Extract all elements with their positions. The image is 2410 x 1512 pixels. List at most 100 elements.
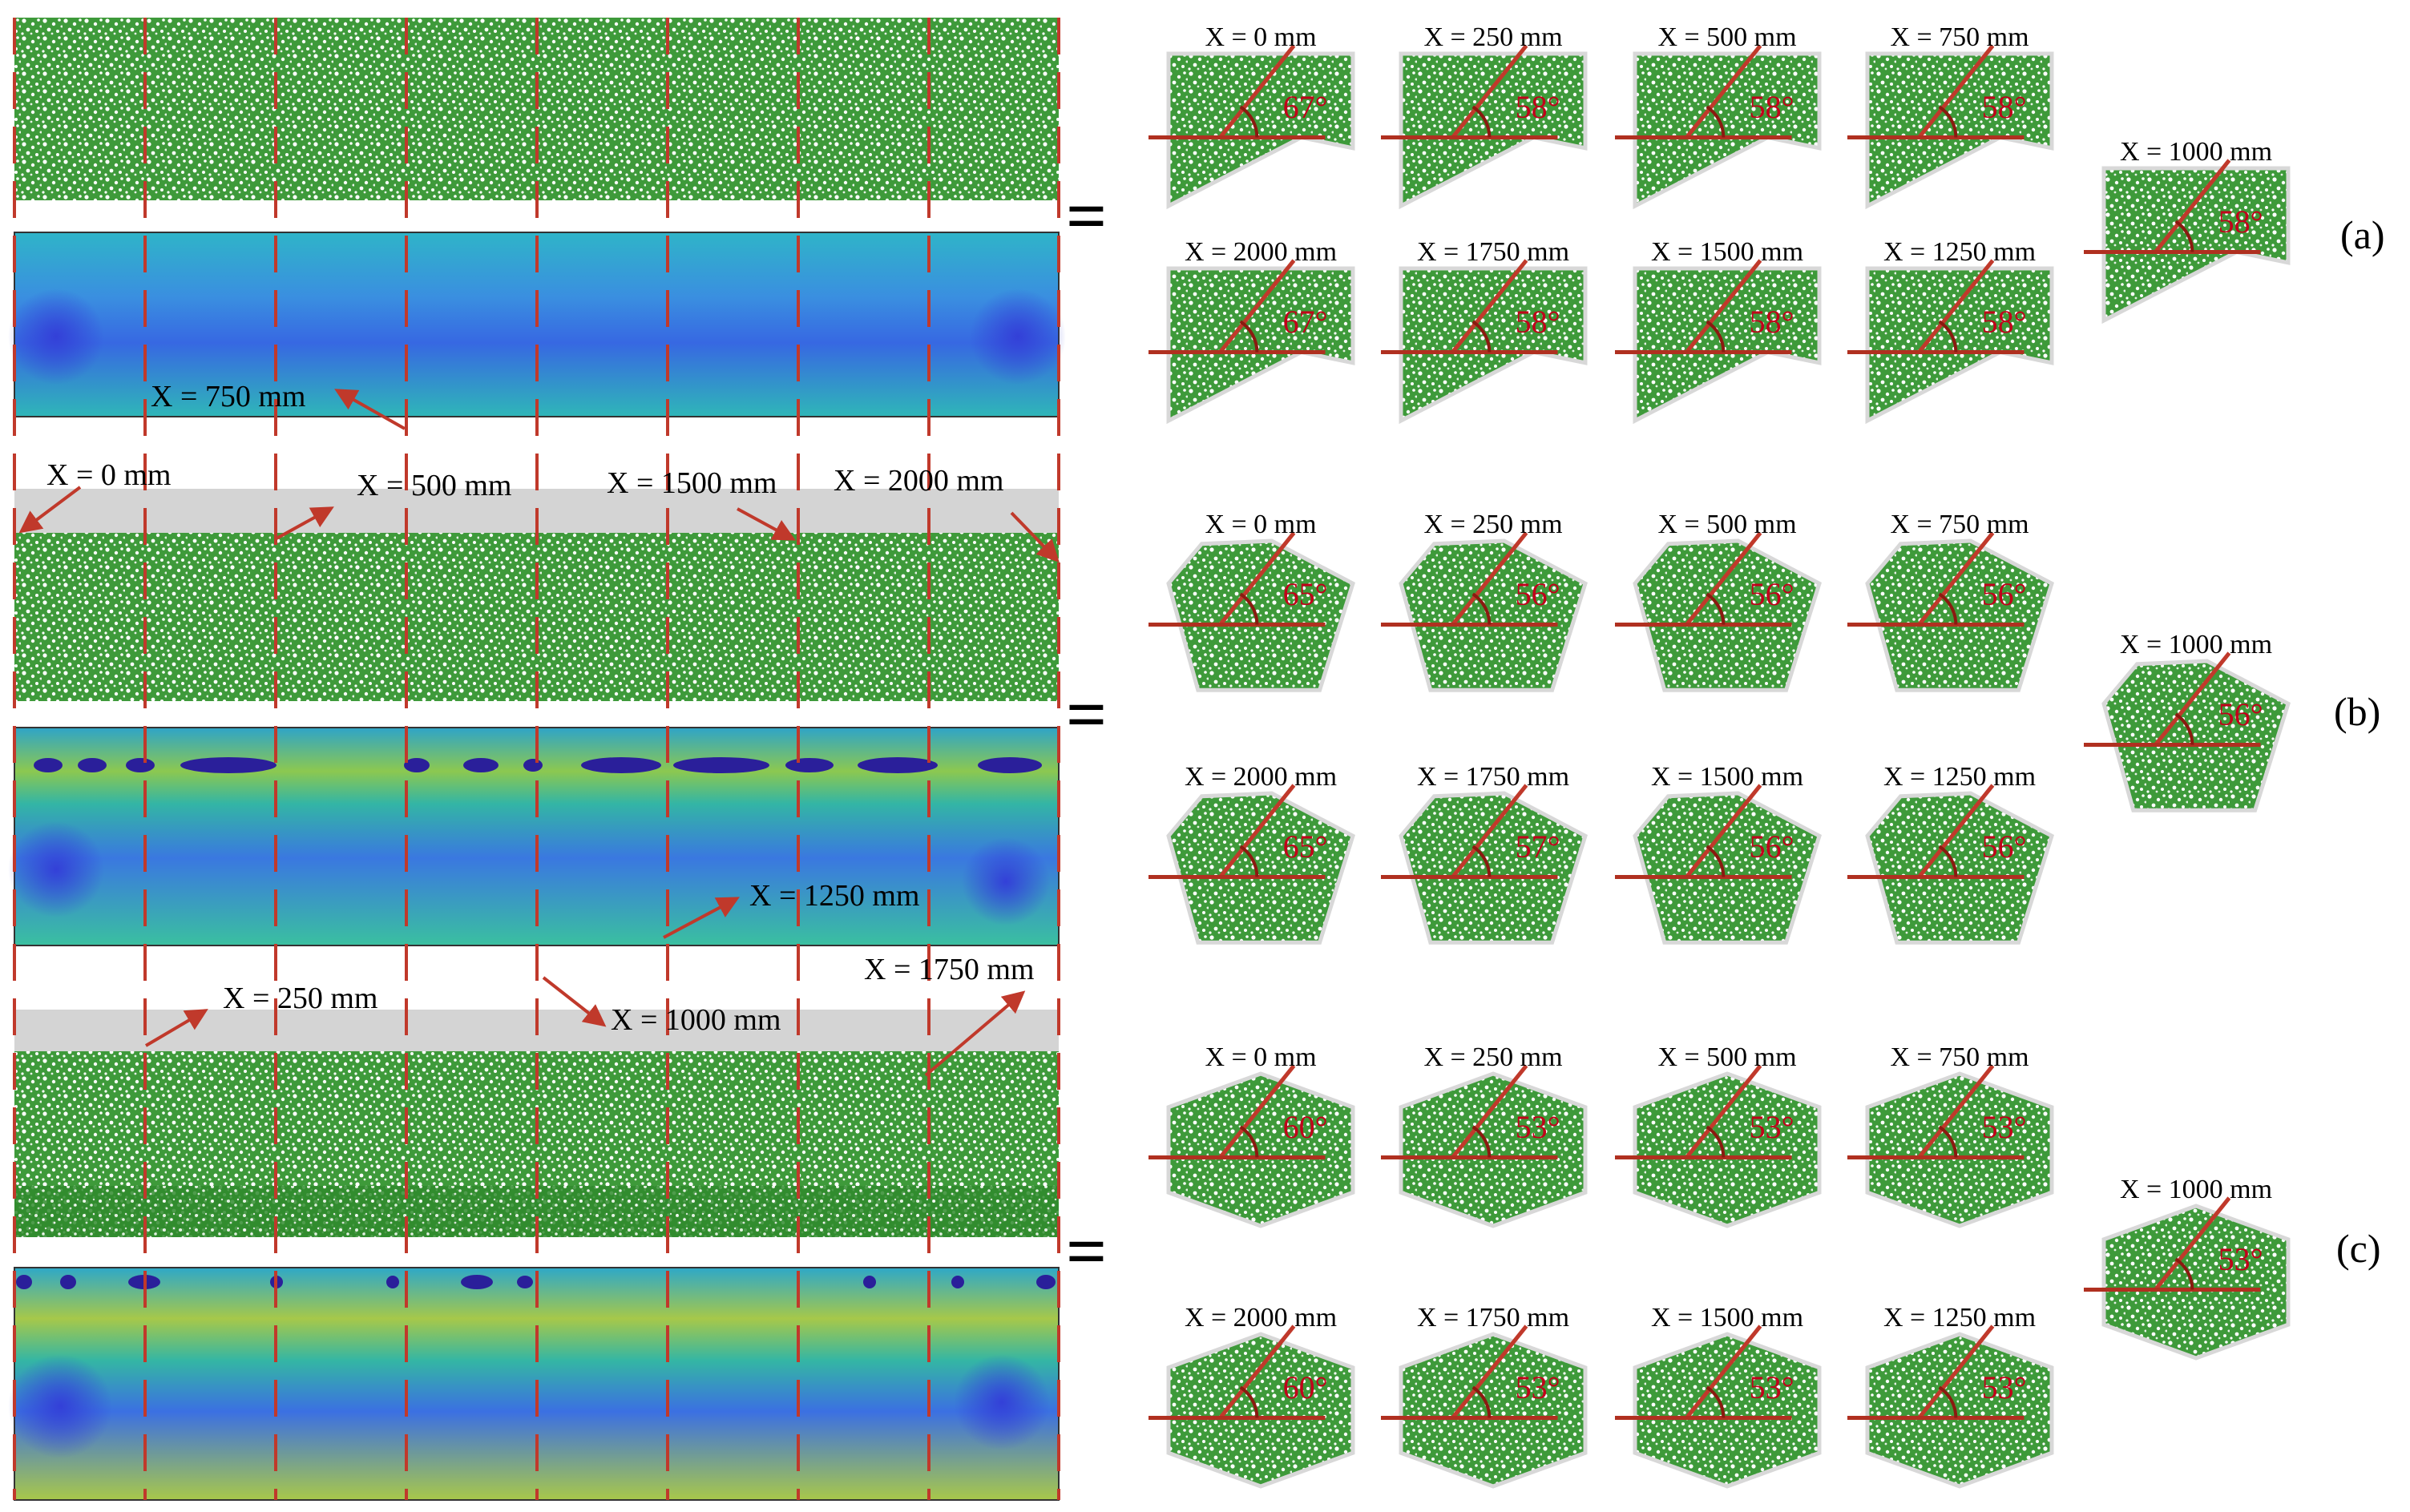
cross-section-particles — [1166, 791, 1356, 945]
cross-section-a-4: X = 2000 mm 67° — [1148, 237, 1355, 425]
cross-section-c-7: X = 1250 mm 53° — [1847, 1303, 2054, 1489]
cross-section-b-1: X = 250 mm 56° — [1381, 510, 1589, 692]
cross-section-c-8: X = 1000 mm 53° — [2084, 1175, 2291, 1361]
cross-section-position-label: X = 1000 mm — [2120, 137, 2272, 167]
angle-arc — [1471, 845, 1492, 877]
cross-section-particles — [1633, 1332, 1822, 1489]
repose-angle-label: 60° — [1283, 1369, 1328, 1405]
cross-section-a-3: X = 750 mm 58° — [1847, 22, 2054, 210]
slope-line — [1917, 44, 1995, 139]
slope-line — [1218, 44, 1296, 139]
cross-section-a-2: X = 500 mm 58° — [1615, 22, 1822, 210]
cross-section-particles — [1633, 791, 1823, 945]
repose-angle-label: 53° — [1516, 1369, 1560, 1405]
angle-arc — [1239, 845, 1259, 877]
angle-arc — [1239, 1385, 1259, 1418]
angle-arc — [1706, 320, 1726, 353]
pos-label-1750: X = 1750 mm — [864, 953, 1035, 986]
repose-angle-label: 56° — [1750, 576, 1794, 612]
slope-line — [1685, 259, 1762, 354]
angle-arc — [1706, 1125, 1726, 1158]
cross-section-particles — [1166, 1071, 1355, 1228]
repose-angle-label: 58° — [1982, 89, 2027, 125]
pos-label-250: X = 250 mm — [223, 982, 378, 1015]
repose-angle-label: 56° — [1750, 829, 1794, 865]
cross-section-particles — [1633, 51, 1822, 210]
slope-line — [1917, 1325, 1995, 1420]
contour-c-low-left — [8, 1354, 112, 1458]
slope-line — [1917, 1064, 1995, 1159]
position-labels: X = 750 mm X = 0 mm X = 500 mm X = 1500 … — [46, 380, 1035, 1037]
slope-line — [1685, 44, 1762, 139]
angle-arc — [2174, 712, 2194, 745]
cross-section-a-1: X = 250 mm 58° — [1381, 22, 1588, 210]
cross-section-position-label: X = 1000 mm — [2120, 630, 2272, 659]
slope-line — [1917, 531, 1995, 627]
position-arrows — [18, 389, 1060, 1077]
cross-section-particles — [1166, 1332, 1355, 1489]
cross-section-particles — [2101, 659, 2291, 812]
cross-section-b-5: X = 1750 mm 57° — [1381, 762, 1589, 945]
cross-section-b-2: X = 500 mm 56° — [1615, 510, 1823, 692]
angle-arc — [2174, 1257, 2194, 1290]
cross-section-particles — [1399, 1071, 1588, 1228]
cross-section-b-7: X = 1250 mm 56° — [1847, 762, 2055, 945]
cross-section-position-label: X = 250 mm — [1423, 1042, 1562, 1072]
cross-section-particles — [1166, 266, 1355, 425]
cross-section-particles — [1399, 266, 1588, 425]
repose-angle-label: 53° — [2218, 1241, 2263, 1277]
angle-arc — [1471, 320, 1492, 353]
angle-arc — [1706, 105, 1726, 138]
equals-sign-c: = — [1066, 1212, 1107, 1292]
cross-section-position-label: X = 1750 mm — [1417, 1303, 1569, 1333]
cross-section-c-1: X = 250 mm 53° — [1381, 1042, 1588, 1228]
cross-section-b-3: X = 750 mm 56° — [1847, 510, 2055, 692]
angle-arc — [1471, 1385, 1492, 1418]
repose-angle-label: 53° — [1516, 1109, 1560, 1145]
cross-section-particles — [1166, 538, 1356, 692]
cross-section-position-label: X = 750 mm — [1890, 510, 2029, 539]
slope-line — [1218, 1325, 1296, 1420]
cross-section-position-label: X = 0 mm — [1205, 22, 1316, 52]
repose-angle-label: 53° — [1750, 1369, 1794, 1405]
angle-arc — [1471, 105, 1492, 138]
cross-section-a-6: X = 1500 mm 58° — [1615, 237, 1822, 425]
contour-a-low-right — [970, 288, 1066, 385]
slope-line — [1917, 259, 1995, 354]
cross-section-position-label: X = 500 mm — [1657, 510, 1796, 539]
cross-section-position-label: X = 1750 mm — [1417, 762, 1569, 792]
panel-label-c: (c) — [2336, 1226, 2381, 1271]
slope-line — [1218, 1064, 1296, 1159]
repose-angle-label: 53° — [1750, 1109, 1794, 1145]
angle-arc — [1239, 105, 1259, 138]
cross-section-particles — [1865, 791, 2055, 945]
cross-section-position-label: X = 0 mm — [1205, 510, 1316, 539]
repose-angle-label: 53° — [1982, 1369, 2027, 1405]
cross-section-particles — [1633, 266, 1822, 425]
cross-section-position-label: X = 1750 mm — [1417, 237, 1569, 267]
contour-b-low-left — [8, 821, 104, 917]
repose-angle-label: 58° — [1750, 304, 1794, 340]
cross-section-position-label: X = 2000 mm — [1185, 237, 1337, 267]
slope-line — [1685, 1325, 1762, 1420]
cross-section-position-label: X = 750 mm — [1890, 22, 2029, 52]
angle-arc — [2174, 220, 2194, 252]
angle-arc — [1239, 1125, 1259, 1158]
cross-section-b-6: X = 1500 mm 56° — [1615, 762, 1823, 945]
cross-section-particles — [1865, 1332, 2054, 1489]
cross-section-particles — [2101, 166, 2291, 325]
cross-section-particles — [1865, 51, 2054, 210]
contour-b-dark-bands — [34, 757, 1042, 773]
angle-arc — [1938, 845, 1958, 877]
cross-section-particles — [1865, 1071, 2054, 1228]
slope-line — [1451, 259, 1528, 354]
cross-section-particles — [1166, 51, 1355, 210]
cross-section-particles — [1399, 791, 1589, 945]
contour-b-low-right — [962, 837, 1050, 925]
angle-arc — [1706, 1385, 1726, 1418]
slope-line — [1451, 1064, 1528, 1159]
cross-section-a-0: X = 0 mm 67° — [1148, 22, 1355, 210]
cross-section-c-0: X = 0 mm 60° — [1148, 1042, 1355, 1228]
